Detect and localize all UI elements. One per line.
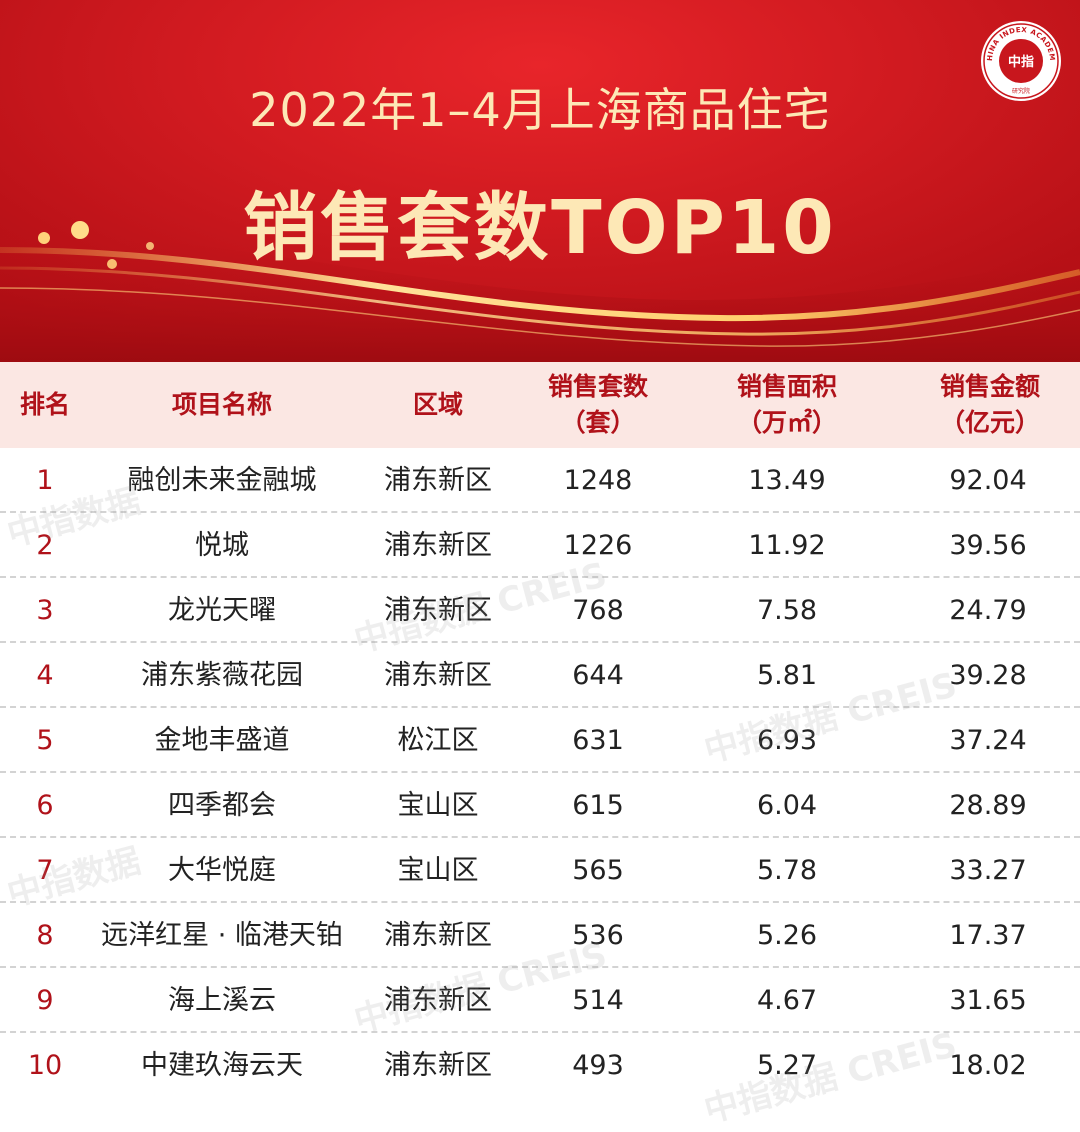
cell-area: 13.49 (748, 465, 826, 496)
table-body: 1 融创未来金融城 浦东新区 1248 13.49 92.04 2 悦城 浦东新… (0, 448, 1080, 1096)
cell-area: 7.58 (756, 595, 818, 626)
cell-district: 浦东新区 (384, 920, 492, 951)
header-rank: 排名 (19, 390, 71, 419)
cell-rank: 2 (36, 530, 54, 561)
cell-project-name: 金地丰盛道 (154, 725, 290, 756)
svg-text:研究院: 研究院 (1012, 87, 1030, 95)
cell-rank: 7 (36, 855, 54, 886)
banner-wave-decoration (0, 221, 1080, 362)
table-row: 3 龙光天曜 浦东新区 768 7.58 24.79 (0, 578, 1080, 643)
header-project-name: 项目名称 (171, 390, 273, 419)
cell-project-name: 悦城 (195, 530, 249, 561)
cell-project-name: 融创未来金融城 (127, 465, 317, 496)
cell-units: 631 (572, 725, 624, 756)
cell-rank: 5 (36, 725, 54, 756)
cell-project-name: 四季都会 (168, 790, 276, 821)
cell-rank: 8 (36, 920, 54, 951)
cell-area: 6.93 (756, 725, 818, 756)
table-row: 9 海上溪云 浦东新区 514 4.67 31.65 (0, 968, 1080, 1033)
banner: 2022年1–4月上海商品住宅 销售套数TOP10 CHINA INDEX AC… (0, 0, 1080, 362)
table-row: 8 远洋红星 · 临港天铂 浦东新区 536 5.26 17.37 (0, 903, 1080, 968)
cell-project-name: 龙光天曜 (168, 595, 276, 626)
cell-rank: 4 (36, 660, 54, 691)
cell-units: 1248 (563, 465, 633, 496)
cell-project-name: 浦东紫薇花园 (141, 660, 303, 691)
cell-district: 松江区 (397, 725, 479, 756)
cell-amount: 92.04 (949, 465, 1027, 496)
cell-units: 565 (572, 855, 624, 886)
cell-amount: 31.65 (949, 985, 1027, 1016)
cell-project-name: 海上溪云 (168, 985, 276, 1016)
cell-project-name: 大华悦庭 (168, 855, 276, 886)
table-row: 2 悦城 浦东新区 1226 11.92 39.56 (0, 513, 1080, 578)
cell-project-name: 中建玖海云天 (141, 1050, 303, 1081)
table-row: 4 浦东紫薇花园 浦东新区 644 5.81 39.28 (0, 643, 1080, 708)
cell-rank: 9 (36, 985, 54, 1016)
cell-units: 615 (572, 790, 624, 821)
cell-district: 宝山区 (397, 790, 479, 821)
cell-area: 5.26 (756, 920, 818, 951)
cell-district: 浦东新区 (384, 1050, 492, 1081)
cell-amount: 33.27 (949, 855, 1027, 886)
cell-units: 514 (572, 985, 624, 1016)
cell-district: 浦东新区 (384, 985, 492, 1016)
header-area: 销售面积 （万㎡） (736, 372, 838, 437)
header-amount: 销售金额 （亿元） (939, 372, 1041, 437)
cell-amount: 39.56 (949, 530, 1027, 561)
cell-amount: 28.89 (949, 790, 1027, 821)
cell-project-name: 远洋红星 · 临港天铂 (101, 920, 343, 951)
header-district: 区域 (412, 390, 464, 419)
table-row: 1 融创未来金融城 浦东新区 1248 13.49 92.04 (0, 448, 1080, 513)
cell-district: 浦东新区 (384, 530, 492, 561)
cell-rank: 3 (36, 595, 54, 626)
cell-amount: 39.28 (949, 660, 1027, 691)
china-index-academy-logo: CHINA INDEX ACADEMY 中指 研究院 (980, 20, 1061, 101)
cell-area: 5.78 (756, 855, 818, 886)
cell-amount: 24.79 (949, 595, 1027, 626)
cell-area: 11.92 (748, 530, 826, 561)
cell-district: 宝山区 (397, 855, 479, 886)
cell-amount: 18.02 (949, 1050, 1027, 1081)
cell-units: 768 (572, 595, 624, 626)
cell-district: 浦东新区 (384, 595, 492, 626)
table-row: 7 大华悦庭 宝山区 565 5.78 33.27 (0, 838, 1080, 903)
cell-rank: 1 (36, 465, 54, 496)
cell-district: 浦东新区 (384, 660, 492, 691)
cell-units: 1226 (563, 530, 633, 561)
cell-area: 4.67 (756, 985, 818, 1016)
table-row: 10 中建玖海云天 浦东新区 493 5.27 18.02 (0, 1033, 1080, 1096)
svg-text:中指: 中指 (1008, 54, 1034, 70)
cell-amount: 17.37 (949, 920, 1027, 951)
cell-area: 5.27 (756, 1050, 818, 1081)
table-row: 6 四季都会 宝山区 615 6.04 28.89 (0, 773, 1080, 838)
banner-title-line1: 2022年1–4月上海商品住宅 (249, 83, 831, 137)
cell-area: 6.04 (756, 790, 818, 821)
cell-amount: 37.24 (949, 725, 1027, 756)
cell-rank: 6 (36, 790, 54, 821)
header-units: 销售套数 （套） (547, 372, 649, 437)
cell-district: 浦东新区 (384, 465, 492, 496)
table-row: 5 金地丰盛道 松江区 631 6.93 37.24 (0, 708, 1080, 773)
table-header: 排名 项目名称 区域 销售套数 （套） 销售面积 （万㎡） 销售金额 （亿元） (0, 362, 1080, 448)
cell-units: 644 (572, 660, 624, 691)
cell-rank: 10 (27, 1050, 63, 1081)
cell-units: 536 (572, 920, 624, 951)
banner-title-line2: 销售套数TOP10 (243, 185, 837, 271)
cell-area: 5.81 (756, 660, 818, 691)
cell-units: 493 (572, 1050, 624, 1081)
